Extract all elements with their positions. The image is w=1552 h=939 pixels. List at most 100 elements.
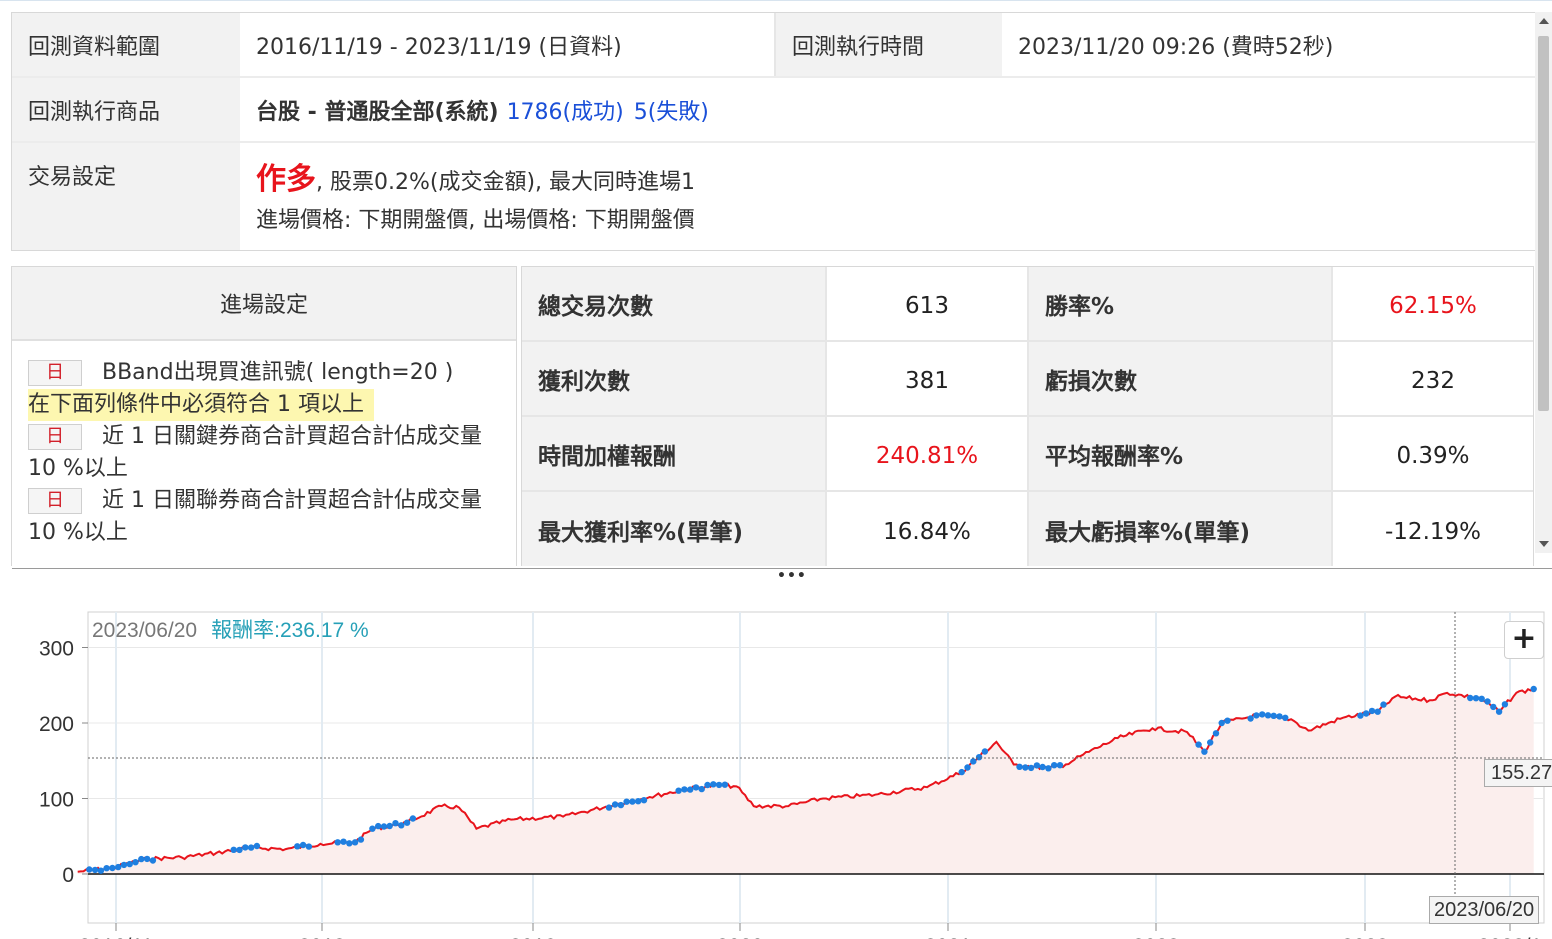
scroll-up-icon[interactable] <box>1539 18 1549 24</box>
trade-marker <box>380 823 388 830</box>
tooltip-date: 2023/06/20 <box>92 619 198 642</box>
trade-marker <box>409 815 417 822</box>
chart-tooltip: 2023/06/20 報酬率:236.17 % <box>92 614 369 644</box>
trade-marker <box>1530 685 1537 693</box>
trade-marker <box>692 784 700 791</box>
range-row: 回測資料範圍 2016/11/19 - 2023/11/19 (日資料) 回測執… <box>12 13 1535 78</box>
trade-marker <box>964 764 971 771</box>
crosshair-x-label: 2023/06/20 <box>1429 896 1540 924</box>
trade-marker <box>1253 712 1260 719</box>
exec-time-label: 回測執行時間 <box>774 13 1002 76</box>
trade-marker <box>675 787 682 794</box>
trade-label: 交易設定 <box>12 143 240 250</box>
trade-marker <box>1051 762 1058 769</box>
x-tick-label: 2019 <box>510 935 557 939</box>
divider <box>1027 267 1029 566</box>
scrollbar-thumb[interactable] <box>1538 36 1549 411</box>
trade-marker <box>143 855 151 863</box>
trade-marker <box>86 866 93 873</box>
trade-marker <box>1276 713 1283 720</box>
trade-marker <box>334 839 341 846</box>
y-tick-label: 300 <box>39 638 74 661</box>
trade-marker <box>1207 739 1214 746</box>
trade-marker <box>1484 698 1491 705</box>
y-tick-label: 200 <box>39 713 74 736</box>
y-tick-label: 100 <box>39 789 74 812</box>
summary-panel[interactable]: 回測資料範圍 2016/11/19 - 2023/11/19 (日資料) 回測執… <box>0 0 1552 566</box>
tooltip-label: 報酬率:236.17 % <box>211 619 369 642</box>
x-tick-label: 2023/1 <box>1478 935 1542 939</box>
trade-marker <box>1478 695 1485 702</box>
return-area <box>77 689 1534 874</box>
divider <box>1331 267 1333 566</box>
trade-marker <box>403 819 411 826</box>
trade-value: 作多, 股票0.2%(成交金額), 最大同時進場1 進場價格: 下期開盤價, 出… <box>240 143 695 250</box>
entry-settings: 進場設定 日 BBand出現買進訊號( length=20 ) 在下面列條件中必須… <box>11 266 517 566</box>
products-success-link[interactable]: 1786(成功) <box>506 99 624 125</box>
trade-marker <box>617 801 625 809</box>
stat-label: 總交易次數 <box>522 267 825 340</box>
drag-handle-icon[interactable]: ••• <box>777 568 807 584</box>
stat-value: 62.15% <box>1389 292 1477 319</box>
trade-marker <box>97 867 105 874</box>
trade-marker <box>640 797 648 804</box>
panel-splitter[interactable]: ••• <box>12 568 1552 583</box>
vertical-scrollbar[interactable] <box>1535 12 1552 553</box>
trade-marker <box>386 822 393 830</box>
stat-value: 232 <box>1411 367 1455 394</box>
products-fail-link[interactable]: 5(失敗) <box>633 99 709 125</box>
stat-value: 381 <box>905 367 949 394</box>
stat-value: 613 <box>905 292 949 319</box>
trade-marker <box>346 840 353 847</box>
trade-marker <box>340 838 347 845</box>
stats-row: 總交易次數 613 勝率% 62.15% <box>522 267 1533 342</box>
stats-row: 最大獲利率%(單筆) 16.84% 最大虧損率%(單筆) -12.19% <box>522 492 1533 566</box>
stat-label: 最大獲利率%(單筆) <box>522 492 825 566</box>
condition-bband: 日 BBand出現買進訊號( length=20 ) <box>28 357 508 389</box>
condition-related-broker: 日近 1 日關聯券商合計買超合計佔成交量 10 %以上 <box>28 488 482 545</box>
trade-marker <box>1264 712 1272 719</box>
trade-marker <box>1195 741 1202 748</box>
trade-marker <box>1363 710 1370 717</box>
x-tick-label: 2022 <box>1133 935 1180 939</box>
trade-marker <box>369 825 376 832</box>
return-line <box>77 687 1535 873</box>
trade-marker <box>1016 763 1023 770</box>
stats-row: 時間加權報酬 240.81% 平均報酬率% 0.39% <box>522 417 1533 492</box>
trade-marker <box>704 781 711 789</box>
daily-tag: 日 <box>28 488 82 514</box>
exec-time-value: 2023/11/20 09:26 (費時52秒) <box>1018 34 1334 60</box>
products-label: 回測執行商品 <box>12 78 240 141</box>
y-axis: 0 100 200 300 <box>39 638 88 887</box>
x-tick-label: 2023 <box>1342 935 1389 939</box>
trade-marker <box>294 843 301 850</box>
trade-marker <box>698 785 705 793</box>
trade-marker <box>230 846 237 853</box>
x-tick-label: 2016/11 <box>79 935 153 939</box>
scroll-down-icon[interactable] <box>1539 541 1549 547</box>
stat-label: 平均報酬率% <box>1029 417 1331 490</box>
trade-marker <box>398 822 405 829</box>
stat-value: 240.81% <box>875 442 979 469</box>
condition-group-rule: 在下面列條件中必須符合 1 項以上 <box>28 389 508 421</box>
x-tick-label: 2018 <box>299 935 346 939</box>
trade-prices: 進場價格: 下期開盤價, 出場價格: 下期開盤價 <box>256 208 695 233</box>
trade-direction: 作多 <box>256 162 316 197</box>
tooltip-value: 236.17 % <box>279 619 369 642</box>
daily-tag: 日 <box>28 424 82 450</box>
stat-label: 最大虧損率%(單筆) <box>1029 492 1331 566</box>
condition-key-broker: 日近 1 日關鍵券商合計買超合計佔成交量 10 %以上 <box>28 424 482 481</box>
trade-marker <box>1022 764 1029 771</box>
products-market: 台股 - 普通股全部(系統) <box>256 99 499 125</box>
trade-marker <box>1259 711 1266 718</box>
trade-marker <box>1472 695 1480 702</box>
trade-marker <box>120 861 128 869</box>
trade-marker <box>1247 715 1254 722</box>
products-value: 台股 - 普通股全部(系統) 1786(成功) 5(失敗) <box>240 78 709 141</box>
trade-marker <box>242 844 249 851</box>
zoom-in-button[interactable]: + <box>1504 621 1544 659</box>
x-tick-label: 2021 <box>925 935 972 939</box>
trade-marker <box>149 857 157 864</box>
stat-label: 獲利次數 <box>522 342 825 415</box>
